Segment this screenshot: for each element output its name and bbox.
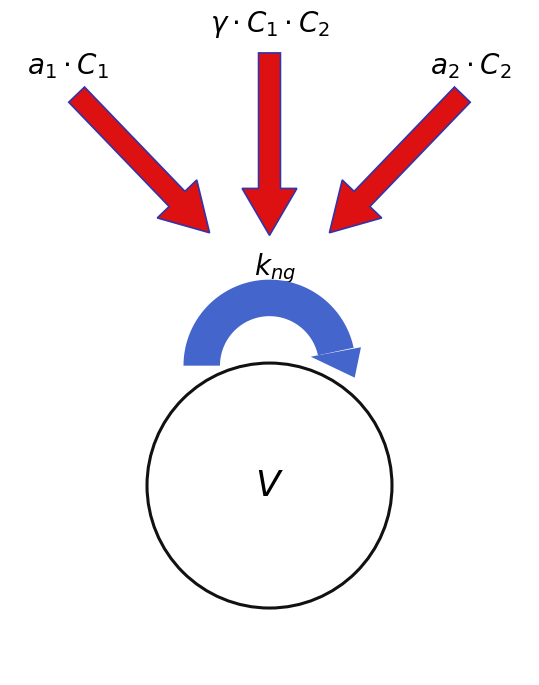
- Text: $V$: $V$: [255, 469, 284, 503]
- Polygon shape: [329, 87, 470, 233]
- Polygon shape: [69, 87, 210, 233]
- Text: $\gamma \cdot C_1 \cdot C_2$: $\gamma \cdot C_1 \cdot C_2$: [210, 9, 329, 40]
- Polygon shape: [242, 53, 297, 236]
- Polygon shape: [183, 279, 354, 366]
- Text: $a_1 \cdot C_1$: $a_1 \cdot C_1$: [27, 51, 109, 81]
- Polygon shape: [311, 347, 361, 377]
- Text: $k_{ng}$: $k_{ng}$: [254, 251, 296, 286]
- Text: $a_2 \cdot C_2$: $a_2 \cdot C_2$: [430, 51, 512, 81]
- Circle shape: [147, 363, 392, 608]
